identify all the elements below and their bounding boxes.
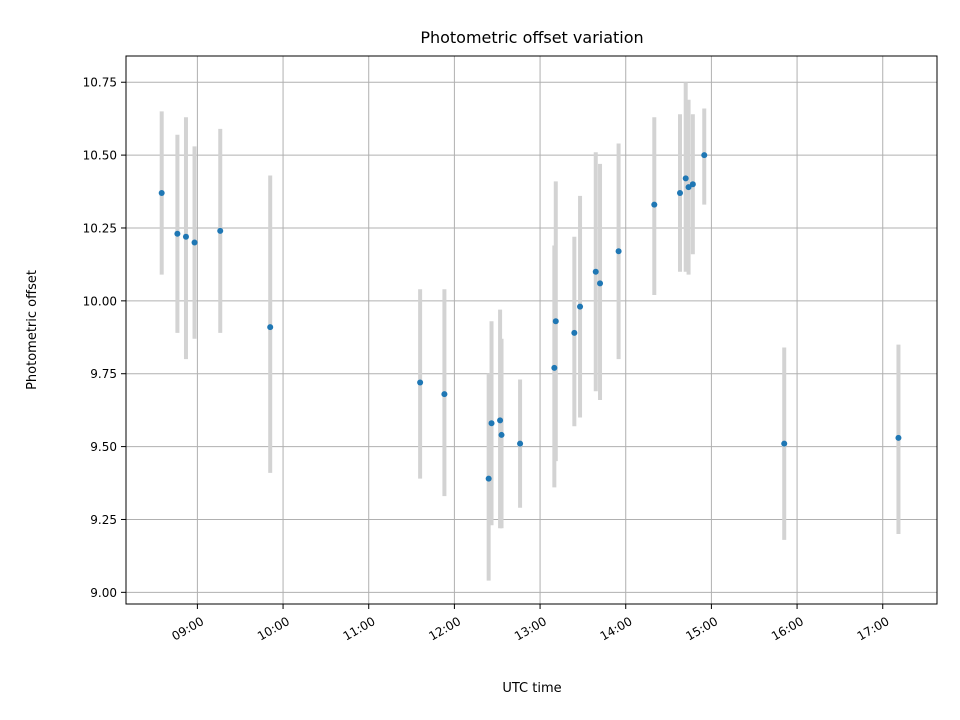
data-point (174, 230, 181, 237)
data-point (615, 248, 622, 255)
data-point (895, 434, 902, 441)
data-point (441, 391, 448, 398)
data-point (517, 440, 524, 447)
data-point (158, 190, 165, 196)
data-point (689, 181, 696, 188)
data-points (158, 152, 902, 482)
y-axis-label: Photometric offset (25, 270, 40, 390)
data-point (498, 431, 505, 438)
data-point (592, 268, 599, 275)
data-point (182, 233, 189, 240)
x-axis-label: UTC time (502, 681, 561, 696)
y-tick-label: 9.50 (90, 440, 117, 454)
data-point (651, 201, 658, 208)
plot-frame (125, 55, 938, 605)
data-point (577, 303, 584, 310)
y-tick-label: 10.00 (83, 294, 117, 308)
y-tick-label: 10.75 (83, 76, 117, 90)
y-axis-ticks: 9.00 9.25 9.50 9.75 10.00 10.25 10.50 10.75 (83, 76, 126, 600)
data-point (485, 475, 492, 482)
data-point (217, 227, 224, 234)
y-tick-label: 9.25 (90, 513, 117, 527)
data-point (488, 420, 495, 427)
y-tick-label: 9.75 (90, 367, 117, 381)
data-point (781, 440, 788, 447)
data-point (685, 184, 692, 191)
data-point (597, 280, 604, 287)
data-point (701, 152, 708, 159)
y-tick-label: 10.50 (83, 149, 117, 163)
data-point (417, 379, 424, 386)
data-point (267, 324, 274, 331)
y-tick-label: 9.00 (90, 586, 117, 600)
data-point (552, 318, 559, 325)
data-point (191, 239, 198, 246)
data-point (682, 175, 689, 182)
data-point (676, 190, 683, 196)
data-point (571, 329, 578, 336)
chart-title: Photometric offset variation (420, 28, 643, 47)
y-tick-label: 10.25 (83, 221, 117, 235)
grid-lines (126, 56, 937, 604)
data-point (551, 364, 558, 371)
data-point (497, 417, 504, 424)
